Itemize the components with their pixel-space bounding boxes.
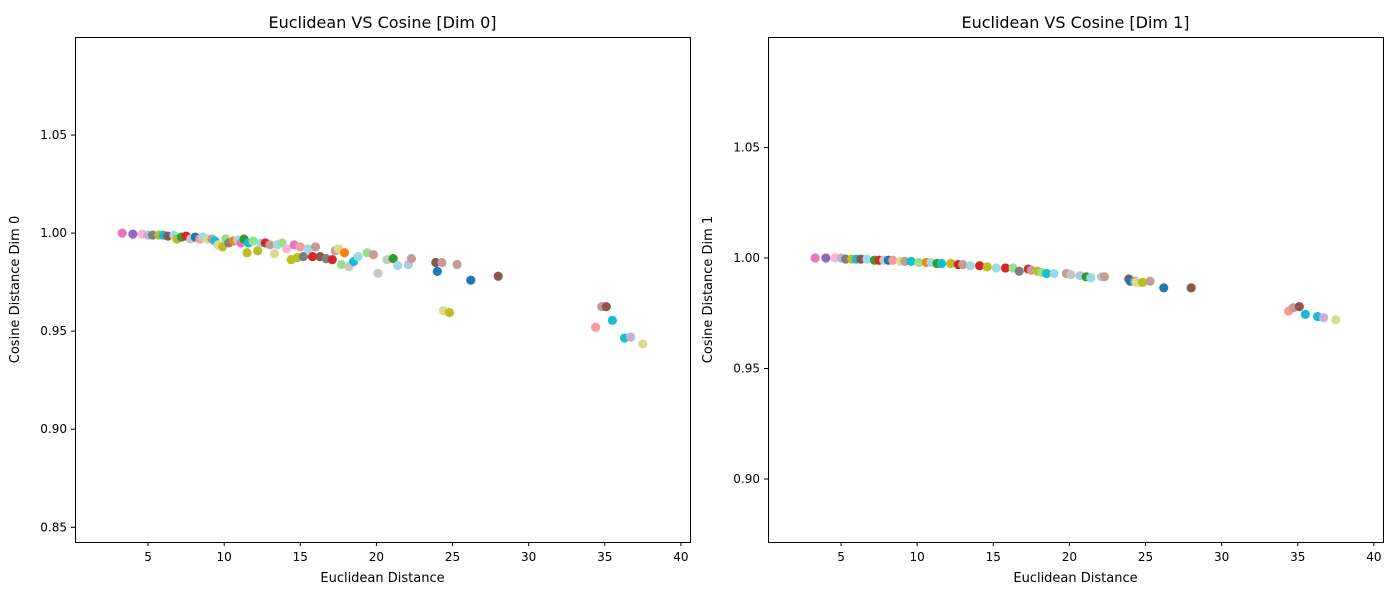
plot-frame [75, 37, 691, 543]
data-point [452, 259, 462, 270]
data-point [406, 254, 417, 264]
data-point [444, 307, 455, 318]
x-tick-label: 5 [144, 550, 152, 564]
data-point [810, 253, 820, 263]
data-point [353, 252, 363, 262]
data-point [1186, 283, 1196, 293]
y-tick-label: 1.05 [733, 141, 760, 155]
x-axis-label: Euclidean Distance [320, 571, 444, 586]
y-tick-label: 0.90 [40, 422, 67, 436]
data-point [601, 302, 611, 312]
data-point [906, 256, 916, 266]
data-point [862, 254, 872, 264]
data-point [388, 254, 398, 264]
data-point [821, 253, 831, 263]
chart-title: Euclidean VS Cosine [Dim 1] [961, 13, 1189, 32]
x-tick-label: 10 [217, 550, 232, 564]
chart-panel-1: Euclidean VS Cosine [Dim 1] 5 10 15 20 25 30 35… [701, 13, 1384, 586]
data-point [607, 315, 617, 325]
data-point [295, 242, 305, 252]
data-point [265, 240, 275, 250]
data-point [1331, 315, 1341, 325]
x-tick-label: 35 [597, 550, 612, 564]
x-axis-label: Euclidean Distance [1013, 571, 1137, 586]
data-point [432, 266, 442, 276]
data-point [1086, 273, 1096, 283]
data-point [1000, 263, 1011, 273]
data-point [638, 339, 648, 349]
data-point [946, 258, 956, 269]
y-axis-label: Cosine Distance Dim 0 [8, 216, 23, 363]
data-point [965, 261, 976, 271]
data-point [991, 263, 1001, 273]
x-tick-label: 15 [293, 550, 308, 564]
data-point [982, 262, 992, 272]
data-point [914, 257, 924, 268]
y-tick-label: 1.00 [733, 251, 760, 265]
x-tick-label: 15 [986, 550, 1001, 564]
data-point [466, 275, 476, 285]
y-axis-label: Cosine Distance Dim 1 [701, 216, 716, 363]
data-point [269, 249, 280, 259]
data-point [1137, 277, 1148, 287]
y-tick-label: 0.95 [40, 324, 67, 338]
data-point [591, 322, 601, 332]
data-point [1049, 268, 1059, 279]
data-point [339, 248, 350, 258]
x-tick-label: 5 [837, 550, 845, 564]
data-point [1294, 302, 1304, 312]
data-point [493, 271, 503, 281]
y-tick-label: 0.85 [40, 520, 67, 534]
data-point [298, 252, 308, 262]
x-tick-label: 20 [1062, 550, 1077, 564]
data-point [336, 259, 346, 270]
data-point [1159, 283, 1169, 293]
data-point [303, 244, 313, 254]
data-point [888, 255, 898, 265]
data-point [327, 254, 337, 265]
data-point [437, 257, 447, 268]
x-tick-label: 30 [1214, 550, 1229, 564]
y-tick-label: 0.95 [733, 362, 760, 376]
data-point [958, 260, 968, 270]
x-tick-label: 40 [673, 550, 688, 564]
x-tick-label: 20 [369, 550, 384, 564]
data-point [117, 228, 127, 238]
chart-title: Euclidean VS Cosine [Dim 0] [268, 13, 496, 32]
data-point [1145, 276, 1155, 286]
data-point [1319, 313, 1329, 323]
data-point [253, 246, 263, 256]
data-point [310, 242, 321, 252]
data-point [128, 229, 138, 239]
data-point [368, 250, 378, 260]
data-point [1099, 272, 1110, 282]
y-tick-label: 0.90 [733, 472, 760, 486]
x-tick-label: 40 [1366, 550, 1381, 564]
y-tick-label: 1.00 [40, 226, 67, 240]
x-tick-label: 30 [521, 550, 536, 564]
data-point [1300, 309, 1310, 319]
x-tick-label: 35 [1290, 550, 1305, 564]
data-point [282, 244, 292, 254]
data-point [626, 332, 636, 342]
data-point [936, 258, 947, 269]
x-tick-label: 25 [1138, 550, 1153, 564]
data-point [373, 268, 383, 278]
data-point [248, 236, 258, 246]
data-point [393, 260, 403, 271]
data-point [1066, 269, 1076, 280]
y-tick-label: 1.05 [40, 128, 67, 142]
data-point [307, 252, 318, 262]
plot-frame [768, 37, 1384, 543]
data-point [242, 248, 252, 258]
data-point [1014, 266, 1024, 276]
data-point [975, 261, 985, 271]
chart-panel-0: Euclidean VS Cosine [Dim 0] 5 10 15 20 25 30 35… [8, 13, 691, 586]
data-point [1041, 268, 1052, 279]
x-tick-label: 10 [910, 550, 925, 564]
x-tick-label: 25 [445, 550, 460, 564]
